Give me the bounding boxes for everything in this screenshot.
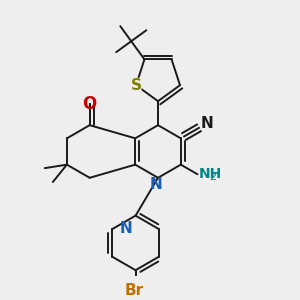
Text: S: S bbox=[130, 78, 142, 93]
Text: Br: Br bbox=[124, 283, 143, 298]
Text: O: O bbox=[82, 95, 97, 113]
Text: N: N bbox=[200, 116, 213, 131]
Text: N: N bbox=[120, 221, 133, 236]
Text: 2: 2 bbox=[209, 172, 217, 182]
Text: NH: NH bbox=[199, 167, 222, 181]
Text: N: N bbox=[150, 177, 163, 192]
